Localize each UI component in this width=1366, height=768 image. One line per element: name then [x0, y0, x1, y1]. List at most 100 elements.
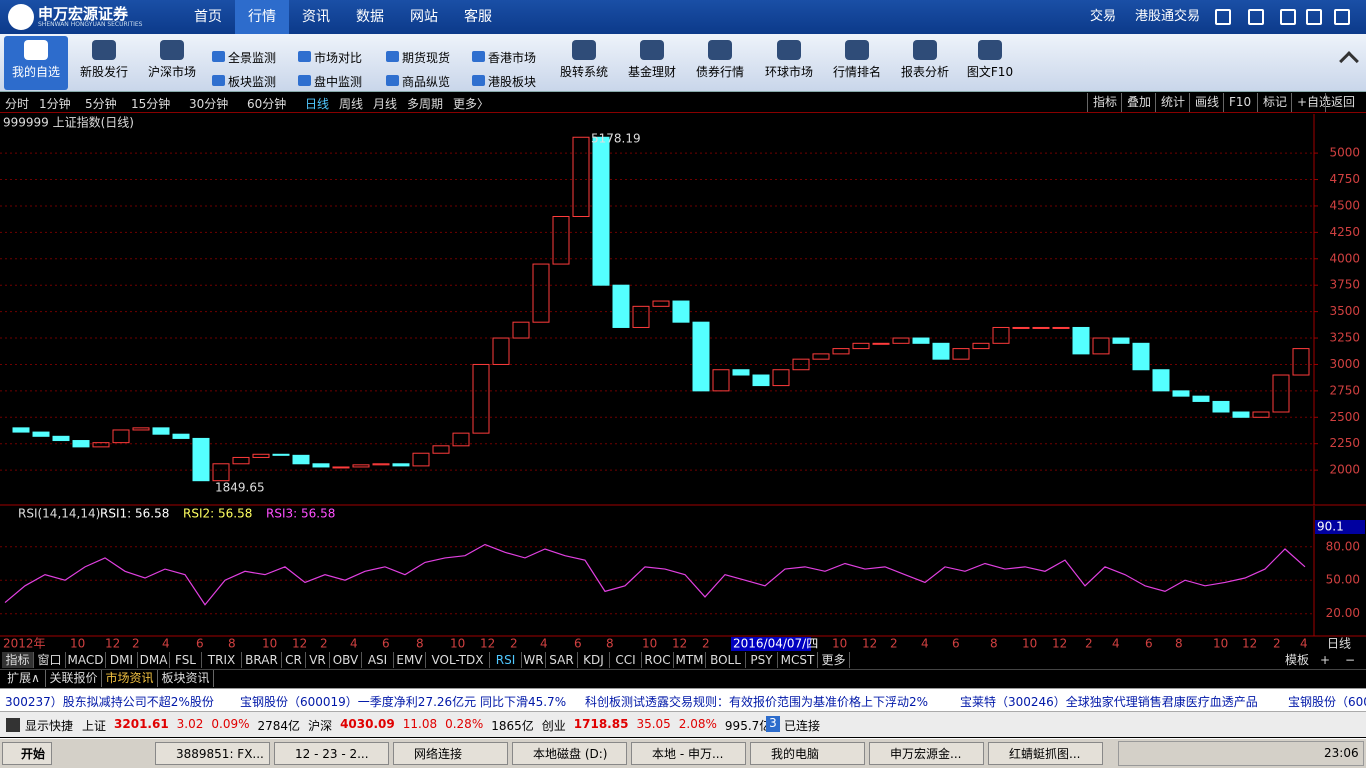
task-button[interactable]: 本地 - 申万...: [631, 742, 746, 765]
period-item[interactable]: 60分钟: [247, 97, 287, 111]
period-item[interactable]: 15分钟: [131, 97, 171, 111]
toolbar-button[interactable]: 我的自选: [4, 36, 68, 90]
news-item[interactable]: 宝莱特（300246）全球独家代理销售君康医疗血透产品: [960, 695, 1258, 709]
shortcut[interactable]: 显示快捷: [25, 719, 74, 733]
menu-item[interactable]: 行情: [235, 0, 289, 34]
top-link[interactable]: 交易: [1090, 9, 1117, 24]
indicator-tab[interactable]: TRIX: [202, 652, 242, 668]
indicator-tab[interactable]: 更多: [818, 652, 850, 668]
task-button[interactable]: 我的电脑: [750, 742, 865, 765]
indicator-tab[interactable]: BRAR: [242, 652, 282, 668]
tab-tool[interactable]: −: [1345, 653, 1356, 667]
task-button[interactable]: 申万宏源金...: [869, 742, 984, 765]
chart-tool[interactable]: 统计: [1155, 93, 1190, 112]
news-item[interactable]: 300237）股东拟减持公司不超2%股份: [5, 695, 214, 709]
indicator-tab[interactable]: CCI: [610, 652, 642, 668]
toolbar-button[interactable]: 沪深市场: [140, 36, 204, 90]
date-label: 10: [1022, 637, 1037, 651]
extension-tab[interactable]: 扩展∧: [2, 670, 46, 687]
top-link[interactable]: 港股通交易: [1135, 9, 1201, 24]
indicator-tab[interactable]: WR: [522, 652, 546, 668]
period-item[interactable]: 30分钟: [189, 97, 229, 111]
toolbar-small-item[interactable]: 商品纵览: [402, 75, 451, 89]
indicator-tab[interactable]: 指标: [2, 652, 34, 668]
indicator-tab[interactable]: FSL: [170, 652, 202, 668]
chart-tool[interactable]: 画线: [1189, 93, 1224, 112]
period-item[interactable]: 周线: [339, 97, 364, 111]
indicator-tab[interactable]: ROC: [642, 652, 674, 668]
toolbar-button[interactable]: 环球市场: [757, 36, 821, 90]
chart-tool[interactable]: 标记: [1257, 93, 1292, 112]
indicator-tab[interactable]: VR: [306, 652, 330, 668]
task-button[interactable]: 网络连接: [393, 742, 508, 765]
menu-item[interactable]: 数据: [356, 9, 384, 25]
indicator-tab[interactable]: OBV: [330, 652, 362, 668]
window-button[interactable]: [1215, 9, 1231, 25]
toolbar-button[interactable]: 报表分析: [893, 36, 957, 90]
indicator-tab[interactable]: RSI: [490, 652, 522, 668]
extension-tab[interactable]: 关联报价: [46, 670, 102, 687]
chart-tool[interactable]: +自选: [1291, 93, 1336, 112]
task-button[interactable]: 12 - 23 - 2...: [274, 742, 389, 765]
task-button[interactable]: 3889851: FX...: [155, 742, 270, 765]
period-item[interactable]: 1分钟: [39, 97, 71, 111]
period-item[interactable]: 5分钟: [85, 97, 117, 111]
tab-tool[interactable]: +: [1320, 653, 1331, 667]
toolbar-button[interactable]: 基金理财: [620, 36, 684, 90]
period-item[interactable]: 日线: [305, 97, 330, 111]
indicator-tab[interactable]: BOLL: [706, 652, 746, 668]
indicator-tab[interactable]: ASI: [362, 652, 394, 668]
indicator-tab[interactable]: SAR: [546, 652, 578, 668]
indicator-tab[interactable]: PSY: [746, 652, 778, 668]
indicator-tab[interactable]: EMV: [394, 652, 426, 668]
period-item[interactable]: 多周期: [407, 97, 444, 111]
chart-tool[interactable]: 指标: [1087, 93, 1122, 112]
menu-item[interactable]: 资讯: [302, 9, 330, 25]
indicator-tab[interactable]: VOL-TDX: [426, 652, 490, 668]
window-button[interactable]: [1306, 9, 1322, 25]
toolbar-small-item[interactable]: 板块监测: [228, 75, 277, 89]
toolbar-small-item[interactable]: 期货现货: [402, 51, 451, 65]
window-button[interactable]: [1334, 9, 1350, 25]
indicator-tab[interactable]: DMI: [106, 652, 138, 668]
toolbar-button[interactable]: 债券行情: [688, 36, 752, 90]
indicator-tab[interactable]: MCST: [778, 652, 818, 668]
toolbar-button[interactable]: 股转系统: [552, 36, 616, 90]
indicator-tab[interactable]: MACD: [66, 652, 106, 668]
toolbar-small-item[interactable]: 全景监测: [228, 51, 277, 65]
collapse-button[interactable]: [1339, 51, 1359, 71]
toolbar-small-item[interactable]: 香港市场: [488, 51, 537, 65]
toolbar-small-item[interactable]: 市场对比: [314, 51, 363, 65]
indicator-tab[interactable]: KDJ: [578, 652, 610, 668]
toolbar-button[interactable]: 图文F10: [958, 36, 1022, 90]
extension-tab[interactable]: 板块资讯: [158, 670, 214, 687]
menu-item[interactable]: 网站: [410, 9, 438, 25]
indicator-tab[interactable]: CR: [282, 652, 306, 668]
news-item[interactable]: 宝钢股份（600019）一季度净利27.26亿元: [1288, 695, 1366, 709]
toolbar-button[interactable]: 行情排名: [825, 36, 889, 90]
toolbar-small-item[interactable]: 港股板块: [488, 75, 537, 89]
indicator-tab[interactable]: 窗口: [34, 652, 66, 668]
extension-tab[interactable]: 市场资讯: [102, 670, 158, 687]
period-item[interactable]: 月线: [373, 97, 398, 111]
news-item[interactable]: 宝钢股份（600019）一季度净利27.26亿元 同比下滑45.7%: [240, 695, 567, 709]
tab-tool[interactable]: 模板: [1285, 653, 1310, 667]
indicator-tab[interactable]: DMA: [138, 652, 170, 668]
period-item[interactable]: 分时: [5, 97, 30, 111]
indicator-tab[interactable]: MTM: [674, 652, 706, 668]
task-button[interactable]: 本地磁盘 (D:): [512, 742, 627, 765]
add-button[interactable]: [6, 718, 20, 732]
menu-item[interactable]: 首页: [194, 9, 222, 25]
window-button[interactable]: [1280, 9, 1296, 25]
period-item[interactable]: 更多〉: [453, 97, 490, 111]
task-button[interactable]: 红蜻蜓抓图...: [988, 742, 1103, 765]
toolbar-button[interactable]: 新股发行: [72, 36, 136, 90]
start-button[interactable]: 开始: [2, 742, 52, 765]
chart-tool[interactable]: 叠加: [1121, 93, 1156, 112]
news-item[interactable]: 科创板测试透露交易规则：有效报价范围为基准价格上下浮动2%: [585, 695, 929, 709]
chart-tool[interactable]: F10: [1223, 93, 1256, 112]
toolbar-small-item[interactable]: 盘中监测: [314, 75, 363, 89]
chart-tool[interactable]: 返回: [1325, 93, 1360, 112]
menu-item[interactable]: 客服: [464, 9, 492, 25]
window-button[interactable]: [1248, 9, 1264, 25]
